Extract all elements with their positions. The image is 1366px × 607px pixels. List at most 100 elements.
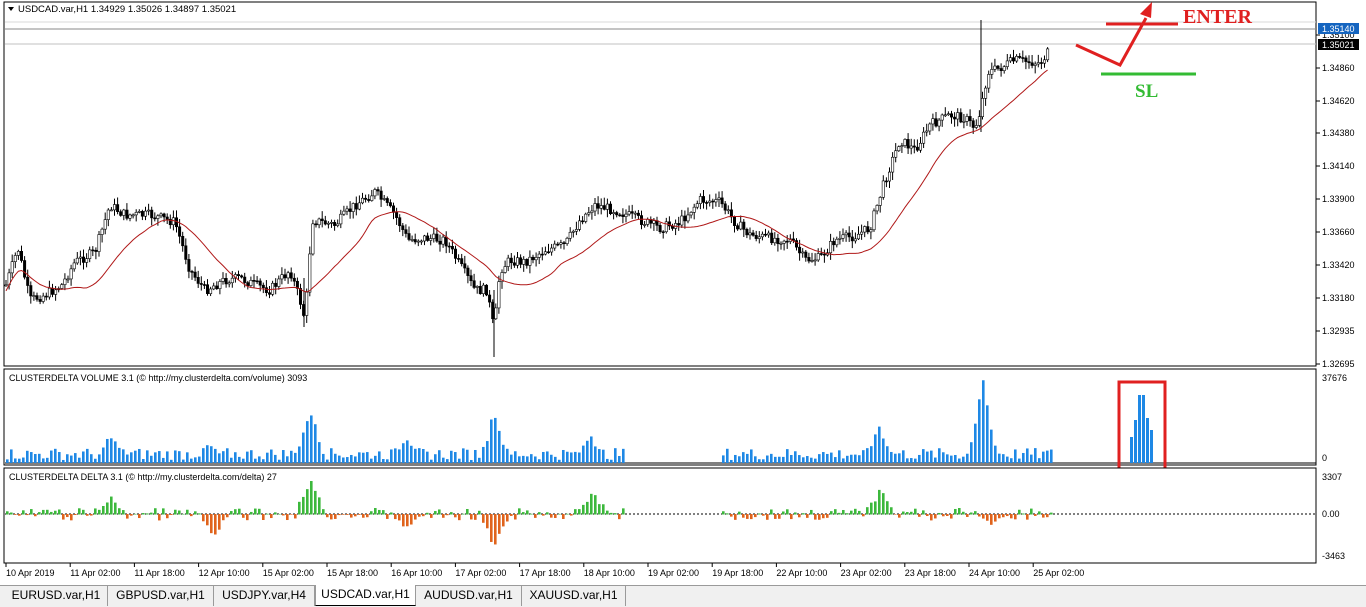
candle-body xyxy=(949,113,953,118)
candle-body xyxy=(178,226,182,237)
delta-bar-positive xyxy=(850,510,853,515)
delta-bar-positive xyxy=(958,508,961,515)
candle-body xyxy=(980,98,984,117)
delta-bar-negative xyxy=(294,514,297,519)
volume-bar xyxy=(126,454,129,463)
volume-bar xyxy=(118,447,121,463)
price-tick-label: 1.34380 xyxy=(1322,128,1355,138)
volume-bar xyxy=(1142,395,1145,463)
delta-bar-positive xyxy=(610,512,613,515)
volume-bar xyxy=(838,450,841,463)
tab-usdcad[interactable]: USDCAD.var,H1 xyxy=(315,585,416,606)
volume-bar xyxy=(330,448,333,463)
price-panel[interactable]: USDCAD.var,H1 1.34929 1.35026 1.34897 1.… xyxy=(3,1,1359,369)
volume-bar xyxy=(594,446,597,463)
candle-body xyxy=(243,276,247,283)
candle-body xyxy=(1005,60,1009,67)
volume-bar xyxy=(878,426,881,463)
volume-bar xyxy=(94,458,97,463)
volume-bar xyxy=(446,459,449,463)
volume-bar xyxy=(610,459,613,463)
candle-body xyxy=(959,112,963,123)
price-tick-label: 1.33420 xyxy=(1322,260,1355,270)
candle-body xyxy=(881,180,885,198)
delta-bar-negative xyxy=(486,514,489,529)
volume-bar xyxy=(130,452,133,463)
delta-bar-negative xyxy=(338,514,341,516)
volume-bar xyxy=(242,458,245,463)
candle-body xyxy=(760,233,764,238)
candle-body xyxy=(736,225,740,230)
candle-body xyxy=(1015,55,1019,62)
delta-bar-positive xyxy=(1030,508,1033,515)
ask-price-tag xyxy=(1318,23,1359,34)
tab-audusd[interactable]: AUDUSD.var,H1 xyxy=(416,586,522,606)
volume-bar xyxy=(1046,450,1049,463)
candle-body xyxy=(509,257,513,264)
candle-body xyxy=(497,281,501,309)
candle-body xyxy=(581,220,585,223)
tab-xauusd[interactable]: XAUUSD.var,H1 xyxy=(522,586,626,606)
volume-bar xyxy=(106,438,109,463)
tab-gbpusd[interactable]: GBPUSD.var,H1 xyxy=(108,586,214,606)
volume-min-label: 0 xyxy=(1322,453,1327,463)
delta-bar-positive xyxy=(866,507,869,515)
delta-bar-positive xyxy=(906,512,909,515)
volume-bar xyxy=(618,456,621,463)
candle-body xyxy=(78,256,82,259)
candle-body xyxy=(137,211,141,213)
candle-body xyxy=(1039,62,1043,64)
candle-body xyxy=(364,197,368,200)
delta-bar-positive xyxy=(118,508,121,515)
delta-panel-frame xyxy=(3,467,1317,564)
delta-bar-negative xyxy=(818,514,821,520)
volume-bar xyxy=(86,448,89,463)
candle-body xyxy=(590,210,594,213)
volume-bar xyxy=(770,453,773,463)
delta-bar-positive xyxy=(198,513,201,515)
delta-bar-negative xyxy=(750,514,753,520)
candle-body xyxy=(277,278,281,287)
delta-bar-negative xyxy=(942,514,945,517)
volume-panel[interactable]: CLUSTERDELTA VOLUME 3.1 (© http://my.clu… xyxy=(3,368,1347,480)
candle-body xyxy=(41,295,45,302)
delta-bar-positive xyxy=(174,509,177,515)
candle-body xyxy=(215,285,219,289)
delta-bar-negative xyxy=(158,514,161,521)
candle-body xyxy=(63,278,67,285)
volume-bar xyxy=(262,459,265,463)
candle-body xyxy=(1027,61,1031,64)
volume-bar xyxy=(58,452,61,463)
volume-bar xyxy=(598,449,601,463)
delta-bar-negative xyxy=(822,514,825,519)
candle-body xyxy=(559,242,563,245)
volume-bar xyxy=(10,449,13,463)
volume-bar xyxy=(798,455,801,463)
delta-bar-positive xyxy=(590,493,593,515)
tab-eurusd[interactable]: EURUSD.var,H1 xyxy=(5,586,108,606)
stop-loss-label: SL xyxy=(1135,81,1158,102)
candle-body xyxy=(407,233,411,240)
volume-bar xyxy=(890,451,893,463)
chart-area[interactable]: USDCAD.var,H1 1.34929 1.35026 1.34897 1.… xyxy=(0,0,1366,585)
time-tick-label: 22 Apr 10:00 xyxy=(776,568,827,578)
enter-arrow xyxy=(1075,17,1148,67)
volume-bar xyxy=(554,456,557,463)
delta-bar-positive xyxy=(970,512,973,515)
volume-bar xyxy=(910,458,913,463)
delta-bar-negative xyxy=(490,514,493,542)
volume-bar xyxy=(1050,449,1053,463)
delta-bar-negative xyxy=(242,514,245,518)
delta-bar-negative xyxy=(482,514,485,523)
candle-body xyxy=(237,274,241,277)
delta-min-label: -3463 xyxy=(1322,551,1345,561)
candle-body xyxy=(218,281,222,289)
delta-bar-positive xyxy=(962,511,965,515)
candle-body xyxy=(432,233,436,239)
tab-usdjpy[interactable]: USDJPY.var,H4 xyxy=(214,586,315,606)
candle-body xyxy=(686,214,690,222)
candle-body xyxy=(984,87,988,99)
delta-panel[interactable]: CLUSTERDELTA DELTA 3.1 (© http://my.clus… xyxy=(3,467,1345,564)
delta-bar-positive xyxy=(886,501,889,515)
dropdown-triangle-icon[interactable] xyxy=(8,7,14,11)
